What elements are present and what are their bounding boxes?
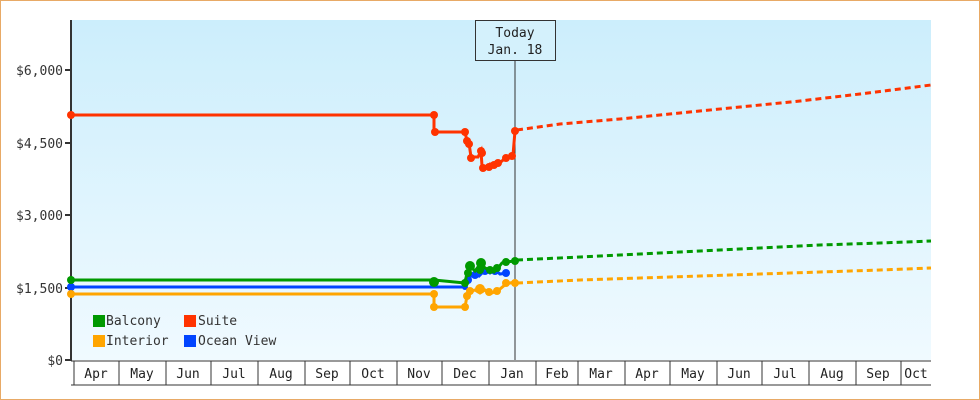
month-label: Oct: [904, 367, 927, 382]
plot-area: [72, 20, 931, 360]
month-label: May: [130, 367, 154, 382]
legend-item-ocean-view[interactable]: Ocean View: [184, 334, 276, 349]
month-label: May: [681, 367, 705, 382]
month-label: Jul: [222, 367, 245, 382]
legend-label: Suite: [198, 314, 237, 329]
month-label: Aug: [269, 367, 292, 382]
month-label: Nov: [407, 367, 431, 382]
legend-label: Interior: [106, 334, 169, 349]
month-label: Sep: [315, 367, 339, 382]
month-label: Mar: [589, 367, 613, 382]
legend-swatch-suite: [184, 315, 196, 327]
month-label: Jan: [500, 367, 523, 382]
today-marker: Today Jan. 18: [475, 20, 556, 61]
series-interior: [67, 266, 932, 311]
today-label: Today: [495, 26, 534, 41]
month-label: Oct: [361, 367, 384, 382]
month-label: Apr: [635, 367, 659, 382]
month-label: Jun: [176, 367, 199, 382]
month-label: Jun: [727, 367, 750, 382]
series-suite: [67, 83, 932, 172]
x-axis: [71, 360, 931, 386]
month-label: Apr: [84, 367, 108, 382]
month-labels: Apr May Jun Jul Aug Sep Oct Nov Dec Jan …: [84, 367, 927, 382]
legend-label: Balcony: [106, 314, 161, 329]
y-tick-label: $6,000: [16, 64, 63, 79]
legend-swatch-interior: [93, 335, 105, 347]
y-tick-label: $1,500: [16, 282, 63, 297]
legend-item-suite[interactable]: Suite: [184, 314, 237, 329]
month-label: Feb: [545, 367, 569, 382]
legend: Balcony Suite Interior Ocean View: [93, 314, 276, 349]
month-label: Aug: [820, 367, 843, 382]
legend-swatch-ocean-view: [184, 335, 196, 347]
month-label: Jul: [773, 367, 796, 382]
legend-swatch-balcony: [93, 315, 105, 327]
today-date: Jan. 18: [488, 43, 543, 58]
legend-item-interior[interactable]: Interior: [93, 334, 169, 349]
legend-item-balcony[interactable]: Balcony: [93, 314, 161, 329]
y-tick-label: $3,000: [16, 209, 63, 224]
legend-label: Ocean View: [198, 334, 276, 349]
y-tick-label: $4,500: [16, 137, 63, 152]
month-label: Dec: [453, 367, 476, 382]
y-tick-label: $0: [47, 354, 63, 369]
series-balcony: [67, 239, 932, 287]
month-label: Sep: [866, 367, 890, 382]
